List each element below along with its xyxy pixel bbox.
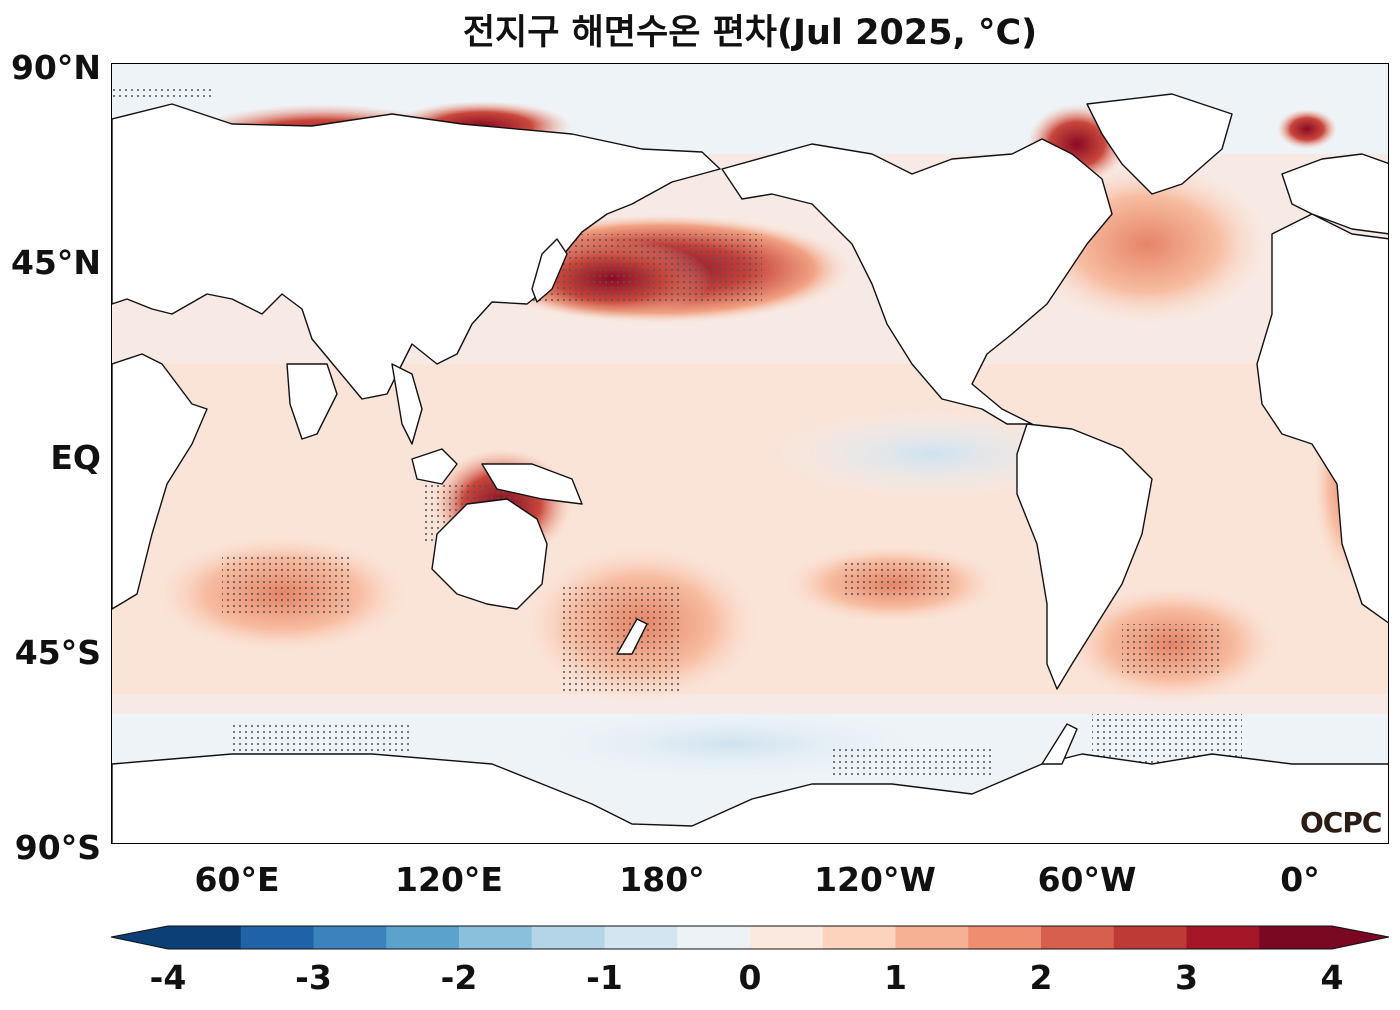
- lon-label-180: 180°: [619, 860, 705, 899]
- colorbar-segment: [459, 926, 533, 949]
- colorbar-segment: [1186, 926, 1260, 949]
- colorbar-segment: [240, 926, 314, 949]
- lat-label-eq: EQ: [50, 438, 101, 477]
- lat-label-90s: 90°S: [14, 828, 101, 867]
- colorbar-segments: [168, 926, 1333, 949]
- colorbar-tick-label: -3: [295, 958, 332, 997]
- colorbar-tick-label: -1: [586, 958, 623, 997]
- colorbar-segment: [822, 926, 896, 949]
- colorbar-tick-label: 0: [738, 958, 762, 997]
- colorbar-segment: [604, 926, 678, 949]
- colorbar-tick-label: 2: [1029, 958, 1053, 997]
- sst-anomaly-map: [111, 63, 1389, 844]
- colorbar-segment: [677, 926, 751, 949]
- colorbar-tick-label: 4: [1320, 958, 1344, 997]
- colorbar-tick-label: -2: [440, 958, 478, 997]
- colorbar-segment: [1259, 926, 1333, 949]
- colorbar-segment: [750, 926, 824, 949]
- colorbar: [110, 925, 1390, 950]
- colorbar-segment: [531, 926, 605, 949]
- lon-label-120e: 120°E: [395, 860, 503, 899]
- lat-label-90n: 90°N: [10, 48, 101, 87]
- lon-label-60e: 60°E: [194, 860, 280, 899]
- lon-label-0: 0°: [1280, 860, 1320, 899]
- colorbar-segment: [1041, 926, 1115, 949]
- colorbar-segment: [1113, 926, 1187, 949]
- colorbar-extend-max: [1332, 926, 1389, 949]
- map-canvas: [112, 64, 1388, 843]
- map-title: 전지구 해면수온 편차(Jul 2025, °C): [462, 13, 1038, 53]
- colorbar-segment: [386, 926, 460, 949]
- lat-label-45s: 45°S: [14, 633, 101, 672]
- lat-label-45n: 45°N: [10, 243, 101, 282]
- colorbar-tick-label: -4: [149, 958, 187, 997]
- colorbar-tick-label: 1: [884, 958, 907, 997]
- colorbar-outline: [110, 925, 1390, 950]
- ocpc-logo: OCPC: [1300, 806, 1382, 839]
- colorbar-tick-label: 3: [1175, 958, 1198, 997]
- colorbar-segment: [168, 926, 242, 949]
- land: [112, 93, 1388, 843]
- lon-label-60w: 60°W: [1037, 860, 1137, 899]
- colorbar-segment: [968, 926, 1042, 949]
- colorbar-extend-min: [111, 926, 168, 949]
- lon-label-120w: 120°W: [814, 860, 936, 899]
- colorbar-segment: [313, 926, 387, 949]
- colorbar-segment: [895, 926, 969, 949]
